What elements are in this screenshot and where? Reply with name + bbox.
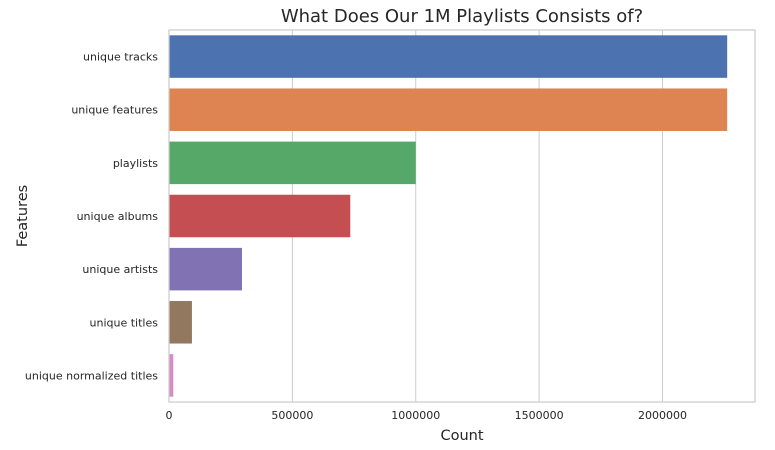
x-tick-label-2: 1000000 (391, 409, 440, 422)
bar-unique-tracks (169, 35, 728, 78)
tick-layer: 0 500000 1000000 1500000 2000000 unique track… (25, 51, 687, 422)
y-axis-label: Features (15, 185, 31, 247)
bar-playlists (169, 141, 416, 185)
x-tick-label-4: 2000000 (638, 409, 687, 422)
bar-unique-albums (169, 194, 351, 238)
y-tick-label-unique-tracks: unique tracks (83, 51, 158, 64)
bar-unique-normalized-titles (169, 354, 174, 397)
x-axis-label: Count (440, 428, 483, 444)
y-tick-label-unique-normalized-titles: unique normalized titles (25, 369, 158, 382)
plot-frame (168, 29, 756, 403)
chart-title: What Does Our 1M Playlists Consists of? (281, 6, 643, 27)
bar-unique-artists (169, 247, 242, 291)
bar-unique-titles (169, 301, 192, 344)
y-tick-label-unique-titles: unique titles (90, 316, 159, 329)
bar-layer (169, 35, 728, 397)
y-tick-label-unique-artists: unique artists (82, 263, 158, 276)
x-tick-label-3: 1500000 (515, 409, 564, 422)
x-tick-label-0: 0 (166, 409, 173, 422)
x-tick-label-1: 500000 (271, 409, 313, 422)
y-tick-label-playlists: playlists (113, 157, 158, 170)
y-tick-label-unique-features: unique features (71, 104, 158, 117)
bar-unique-features (169, 88, 728, 131)
y-tick-label-unique-albums: unique albums (77, 210, 159, 223)
